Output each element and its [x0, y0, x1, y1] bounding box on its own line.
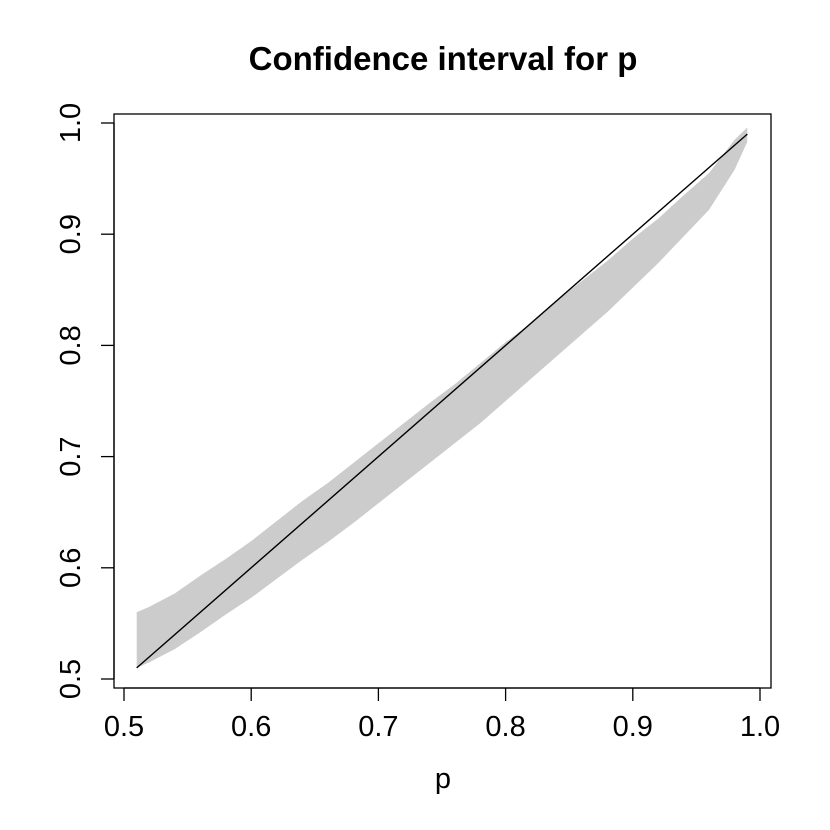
y-tick-label: 0.9	[55, 214, 87, 254]
x-tick-label: 0.5	[104, 711, 144, 743]
y-tick-label: 0.8	[55, 325, 87, 365]
x-axis: 0.5 0.6 0.7 0.8 0.9 1.0	[104, 687, 780, 743]
y-tick-label: 0.7	[55, 436, 87, 476]
confidence-band	[136, 127, 748, 668]
plot-area	[136, 127, 748, 669]
identity-line	[136, 133, 748, 669]
x-axis-label: p	[435, 763, 451, 795]
y-tick-label: 1.0	[55, 103, 87, 143]
x-tick-label: 1.0	[740, 711, 780, 743]
y-axis: 0.5 0.6 0.7 0.8 0.9 1.0	[55, 103, 115, 699]
chart-title: Confidence interval for p	[249, 40, 638, 77]
y-tick-label: 0.6	[55, 548, 87, 588]
x-tick-label: 0.8	[485, 711, 525, 743]
x-tick-label: 0.7	[358, 711, 398, 743]
x-tick-label: 0.9	[613, 711, 653, 743]
y-tick-label: 0.5	[55, 659, 87, 699]
x-tick-label: 0.6	[231, 711, 271, 743]
